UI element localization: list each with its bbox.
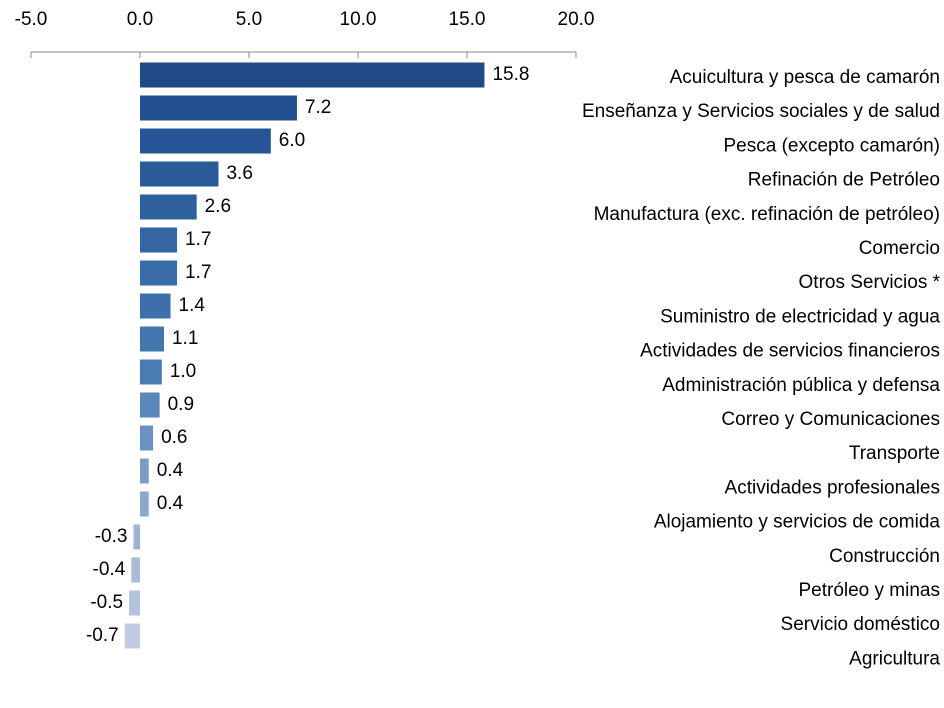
data-label: 0.4	[157, 460, 184, 481]
x-tick-label: 5.0	[236, 9, 262, 30]
bar	[140, 326, 164, 352]
x-tick-label: 20.0	[558, 9, 595, 30]
category-label: Alojamiento y servicios de comida	[654, 512, 941, 533]
data-label: 0.6	[161, 427, 187, 448]
category-label: Suministro de electricidad y agua	[660, 306, 940, 327]
category-label: Acuicultura y pesca de camarón	[670, 67, 940, 88]
category-label: Servicio doméstico	[781, 614, 940, 635]
data-label: 1.4	[179, 295, 206, 316]
data-label: 7.2	[305, 97, 331, 118]
bar	[129, 590, 140, 616]
bar	[140, 260, 178, 286]
bar	[140, 293, 171, 319]
bar	[140, 425, 154, 451]
data-label: -0.7	[86, 625, 119, 646]
bar	[140, 95, 297, 121]
x-tick-label: 10.0	[340, 9, 377, 30]
bar	[140, 194, 197, 220]
data-label: 0.9	[168, 394, 194, 415]
bar	[124, 623, 140, 649]
category-label: Construcción	[829, 546, 940, 567]
category-label: Otros Servicios *	[799, 272, 941, 293]
bar	[140, 62, 485, 88]
category-label: Enseñanza y Servicios sociales y de salu…	[582, 101, 940, 122]
x-tick-label: 0.0	[127, 9, 153, 30]
bar	[140, 458, 149, 484]
bar	[140, 227, 178, 253]
bar	[140, 491, 149, 517]
category-label: Administración pública y defensa	[662, 375, 940, 396]
data-label: 3.6	[226, 163, 252, 184]
x-tick-label: 15.0	[449, 9, 486, 30]
category-label: Pesca (excepto camarón)	[724, 135, 941, 156]
category-label: Refinación de Petróleo	[748, 170, 940, 191]
data-label: -0.5	[90, 592, 123, 613]
category-label: Agricultura	[849, 648, 940, 669]
data-label: 0.4	[157, 493, 184, 514]
category-label: Actividades profesionales	[725, 477, 940, 498]
data-label: 1.0	[170, 361, 196, 382]
category-label: Comercio	[859, 238, 940, 259]
category-label: Manufactura (exc. refinación de petróleo…	[594, 204, 940, 225]
bar	[133, 524, 140, 550]
bar	[140, 161, 219, 187]
x-tick-label: -5.0	[15, 9, 48, 30]
bar	[140, 128, 271, 154]
data-label: 1.7	[185, 262, 211, 283]
data-label: -0.3	[95, 526, 128, 547]
data-label: 1.1	[172, 328, 198, 349]
data-label: 1.7	[185, 229, 211, 250]
bar	[140, 392, 160, 418]
bar	[131, 557, 140, 583]
bar	[140, 359, 162, 385]
category-label: Petróleo y minas	[798, 580, 940, 601]
data-label: 2.6	[205, 196, 231, 217]
data-label: 6.0	[279, 130, 305, 151]
data-label: 15.8	[492, 64, 529, 85]
category-label: Actividades de servicios financieros	[640, 341, 940, 362]
category-label: Transporte	[849, 443, 940, 464]
data-label: -0.4	[93, 559, 126, 580]
category-label: Correo y Comunicaciones	[721, 409, 940, 430]
